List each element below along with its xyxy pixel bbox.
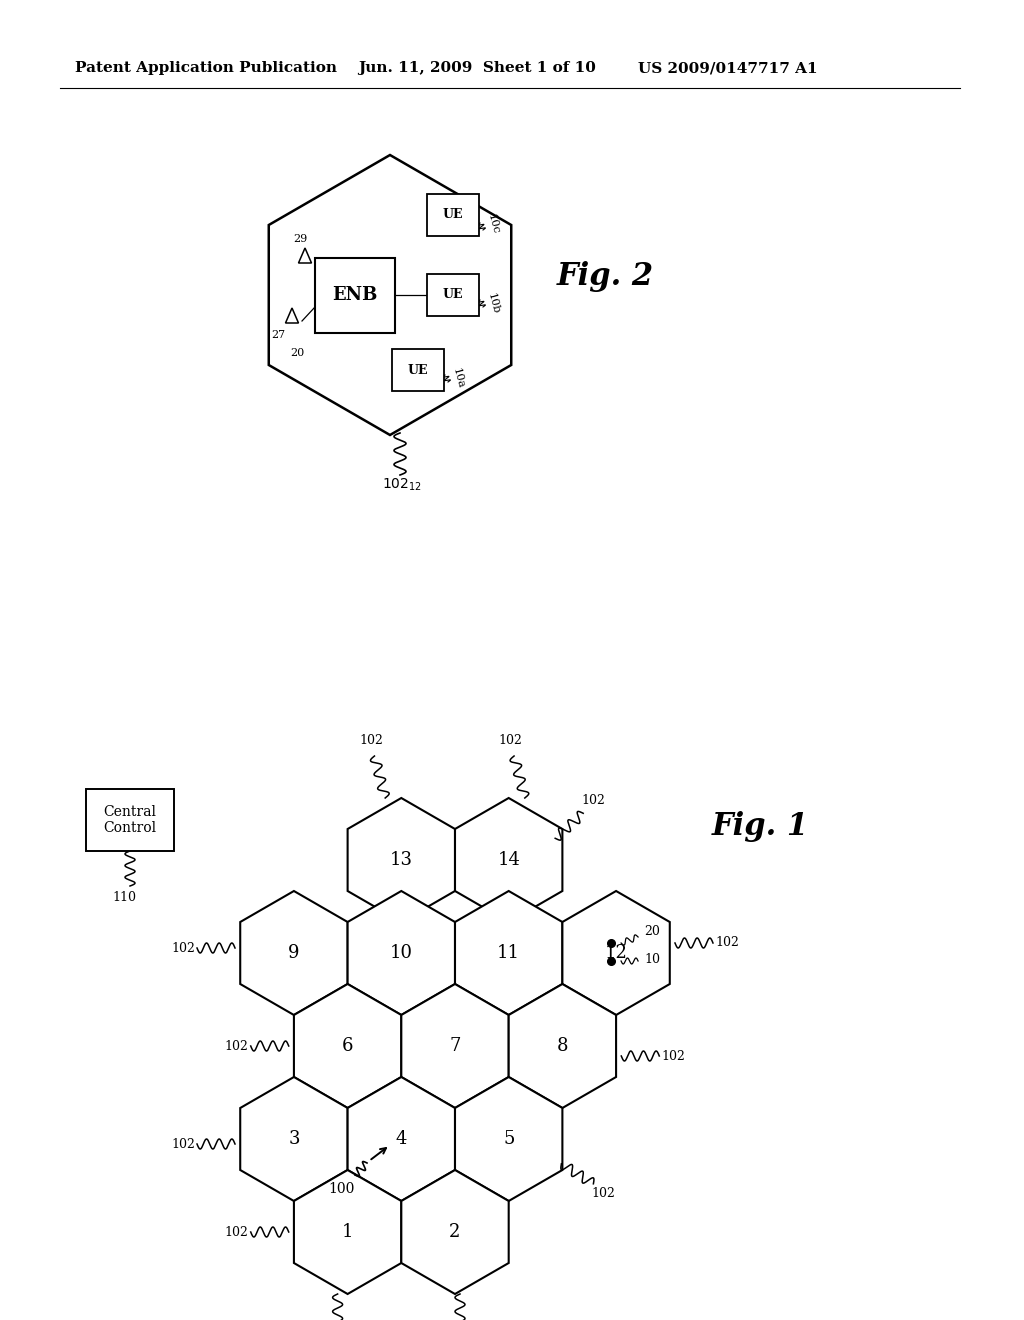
Polygon shape — [347, 799, 455, 921]
FancyBboxPatch shape — [86, 789, 174, 851]
Polygon shape — [562, 891, 670, 1015]
Text: 14: 14 — [498, 851, 520, 869]
Text: 102: 102 — [582, 793, 605, 807]
Text: Fig. 1: Fig. 1 — [712, 810, 809, 842]
Text: Central
Control: Central Control — [103, 805, 157, 836]
Text: 9: 9 — [288, 944, 300, 962]
Text: 20: 20 — [644, 925, 659, 939]
Polygon shape — [455, 891, 562, 1015]
Text: 29: 29 — [293, 234, 307, 244]
Text: 7: 7 — [450, 1038, 461, 1055]
Text: 2: 2 — [450, 1224, 461, 1241]
FancyBboxPatch shape — [427, 194, 479, 236]
Polygon shape — [294, 1170, 401, 1294]
Text: 102: 102 — [171, 1138, 195, 1151]
Text: 102: 102 — [171, 941, 195, 954]
Text: 10a: 10a — [451, 367, 466, 389]
Text: 6: 6 — [342, 1038, 353, 1055]
FancyBboxPatch shape — [315, 257, 395, 333]
Text: 12: 12 — [604, 944, 628, 962]
Polygon shape — [268, 154, 511, 436]
Text: 102: 102 — [662, 1049, 685, 1063]
Text: 20: 20 — [290, 348, 304, 358]
Text: $102_{12}$: $102_{12}$ — [382, 477, 422, 494]
Text: 102: 102 — [225, 1040, 249, 1052]
Text: UE: UE — [408, 363, 428, 376]
Polygon shape — [241, 1077, 347, 1201]
FancyBboxPatch shape — [427, 275, 479, 315]
Text: US 2009/0147717 A1: US 2009/0147717 A1 — [638, 61, 817, 75]
Text: 102: 102 — [715, 936, 739, 949]
Text: UE: UE — [442, 209, 463, 222]
Text: 102: 102 — [499, 734, 523, 747]
Text: 10: 10 — [644, 953, 660, 966]
Polygon shape — [347, 1077, 455, 1201]
Polygon shape — [347, 891, 455, 1015]
Text: 100: 100 — [329, 1181, 355, 1196]
Text: Fig. 2: Fig. 2 — [556, 261, 653, 292]
Text: UE: UE — [442, 289, 463, 301]
Text: 10c: 10c — [486, 213, 501, 235]
Text: Patent Application Publication: Patent Application Publication — [75, 61, 337, 75]
Polygon shape — [509, 983, 616, 1107]
Text: 8: 8 — [557, 1038, 568, 1055]
Text: 102: 102 — [592, 1187, 615, 1200]
Text: 3: 3 — [288, 1130, 300, 1148]
Polygon shape — [455, 1077, 562, 1201]
Text: 13: 13 — [390, 851, 413, 869]
Text: 10b: 10b — [486, 292, 501, 315]
FancyBboxPatch shape — [392, 348, 444, 391]
Polygon shape — [294, 983, 401, 1107]
Text: 102: 102 — [225, 1225, 249, 1238]
Polygon shape — [286, 308, 299, 323]
Text: 110: 110 — [112, 891, 136, 904]
Text: 10: 10 — [390, 944, 413, 962]
Polygon shape — [401, 983, 509, 1107]
Text: ENB: ENB — [333, 286, 378, 304]
Polygon shape — [455, 799, 562, 921]
Text: 4: 4 — [395, 1130, 407, 1148]
Polygon shape — [241, 891, 347, 1015]
Text: Jun. 11, 2009  Sheet 1 of 10: Jun. 11, 2009 Sheet 1 of 10 — [358, 61, 596, 75]
Polygon shape — [401, 1170, 509, 1294]
Text: 1: 1 — [342, 1224, 353, 1241]
Text: 11: 11 — [498, 944, 520, 962]
Text: 27: 27 — [271, 330, 285, 341]
Text: 5: 5 — [503, 1130, 514, 1148]
Text: 102: 102 — [359, 734, 383, 747]
Polygon shape — [299, 248, 311, 263]
